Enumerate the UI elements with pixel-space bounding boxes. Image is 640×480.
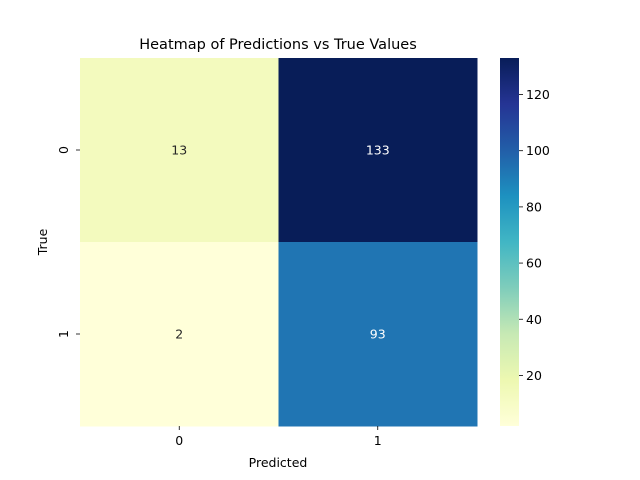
cell-value-label: 2 <box>175 327 183 342</box>
x-tick-label: 0 <box>175 433 183 448</box>
cell-annotations: 13 133 2 93 <box>171 143 389 342</box>
colorbar-tick-label: 60 <box>526 256 542 271</box>
heatmap-cell <box>80 58 279 243</box>
heatmap-cells <box>80 58 478 427</box>
colorbar-ticks: 20 40 60 80 100 120 <box>519 87 550 383</box>
heatmap-cell <box>278 242 478 427</box>
y-tick-label: 0 <box>56 146 71 154</box>
y-axis-label: True <box>35 228 50 256</box>
colorbar <box>500 58 519 426</box>
heatmap-cell <box>278 58 478 243</box>
y-axis: 01 <box>56 146 80 338</box>
cell-value-label: 13 <box>171 143 187 158</box>
x-axis-label: Predicted <box>249 455 308 470</box>
colorbar-tick-label: 100 <box>526 143 550 158</box>
chart-title: Heatmap of Predictions vs True Values <box>139 37 417 53</box>
colorbar-tick-label: 80 <box>526 199 542 214</box>
colorbar-tick-label: 40 <box>526 312 542 327</box>
colorbar-tick-label: 20 <box>526 368 542 383</box>
x-tick-label: 1 <box>374 433 382 448</box>
cell-value-label: 93 <box>370 327 386 342</box>
heatmap-cell <box>80 242 279 427</box>
y-tick-label: 1 <box>56 330 71 338</box>
cell-value-label: 133 <box>366 143 390 158</box>
colorbar-tick-label: 120 <box>526 87 550 102</box>
